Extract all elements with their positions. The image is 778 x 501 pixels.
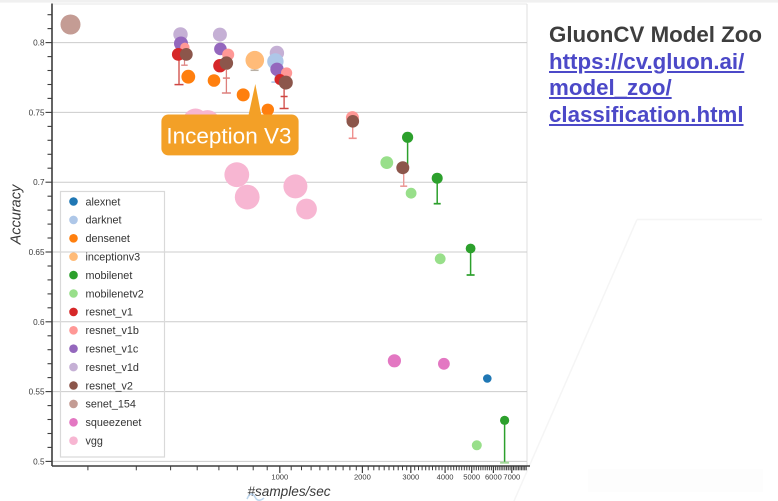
svg-text:resnet_v1c: resnet_v1c xyxy=(86,344,139,356)
svg-text:#samples/sec: #samples/sec xyxy=(247,484,330,499)
svg-text:0.8: 0.8 xyxy=(33,39,45,48)
svg-text:0.6: 0.6 xyxy=(33,318,45,327)
svg-text:0.75: 0.75 xyxy=(29,108,45,117)
svg-text:alexnet: alexnet xyxy=(86,196,121,208)
svg-text:squeezenet: squeezenet xyxy=(86,417,142,429)
svg-text:mobilenet: mobilenet xyxy=(86,270,133,282)
svg-text:densenet: densenet xyxy=(86,233,130,245)
svg-text:mobilenetv2: mobilenetv2 xyxy=(86,288,144,300)
svg-text:0.5: 0.5 xyxy=(33,457,45,466)
svg-text:5000: 5000 xyxy=(463,472,480,481)
svg-text:7000: 7000 xyxy=(503,472,520,481)
svg-text:senet_154: senet_154 xyxy=(86,399,136,411)
svg-text:1000: 1000 xyxy=(271,472,288,481)
svg-text:darknet: darknet xyxy=(86,215,122,227)
svg-text:3000: 3000 xyxy=(402,472,419,481)
svg-text:Inception V3: Inception V3 xyxy=(166,123,291,148)
svg-text:0.7: 0.7 xyxy=(33,178,45,187)
svg-text:resnet_v1: resnet_v1 xyxy=(86,307,133,319)
svg-text:resnet_v2: resnet_v2 xyxy=(86,380,133,392)
svg-text:Accuracy: Accuracy xyxy=(9,184,25,245)
svg-text:0.55: 0.55 xyxy=(29,388,45,397)
svg-text:resnet_v1b: resnet_v1b xyxy=(86,325,139,337)
svg-text:0.65: 0.65 xyxy=(29,248,45,257)
svg-text:vgg: vgg xyxy=(86,436,103,448)
svg-text:2000: 2000 xyxy=(354,472,371,481)
svg-text:resnet_v1d: resnet_v1d xyxy=(86,362,139,374)
svg-text:4000: 4000 xyxy=(437,472,454,481)
svg-text:inceptionv3: inceptionv3 xyxy=(86,252,141,264)
svg-text:6000: 6000 xyxy=(485,472,502,481)
